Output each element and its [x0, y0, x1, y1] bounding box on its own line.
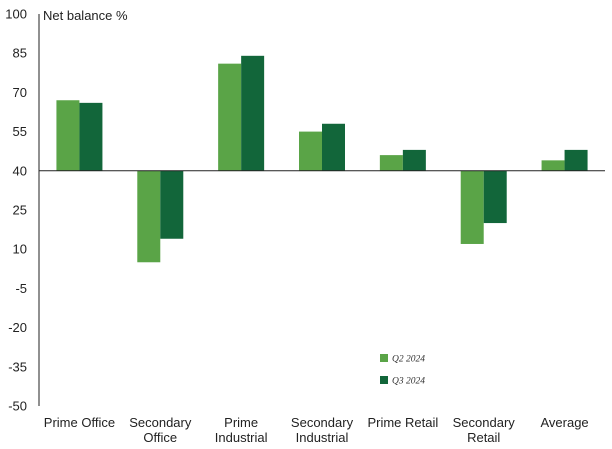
x-tick-label: Industrial	[296, 430, 349, 445]
bar-q2-6	[541, 160, 565, 171]
y-tick-label: -5	[15, 281, 27, 296]
y-tick-label: 10	[13, 242, 27, 257]
bar-q3-2	[241, 55, 265, 171]
bar-q3-4	[402, 149, 426, 171]
bars	[56, 55, 588, 263]
x-tick-label: Prime	[224, 415, 258, 430]
bar-q3-3	[322, 123, 345, 171]
x-tick-label: Prime Retail	[367, 415, 438, 430]
bar-q2-5	[460, 170, 484, 244]
legend-swatch-q2	[380, 354, 388, 362]
bar-q3-5	[483, 170, 507, 224]
y-tick-label: -35	[8, 359, 27, 374]
bar-q3-1	[160, 170, 184, 239]
x-tick-label: Retail	[467, 430, 500, 445]
bar-q3-6	[564, 149, 588, 171]
y-tick-label: 85	[13, 46, 27, 61]
y-tick-label: -50	[8, 399, 27, 414]
bar-q2-2	[218, 63, 242, 171]
x-tick-label: Secondary	[453, 415, 516, 430]
y-tick-label: 40	[13, 163, 27, 178]
legend: Q2 2024 Q3 2024	[380, 354, 425, 387]
x-tick-label: Office	[143, 430, 177, 445]
y-tick-label: 25	[13, 203, 27, 218]
legend-label-q3: Q3 2024	[392, 377, 425, 387]
x-tick-label: Industrial	[215, 430, 268, 445]
bar-q2-4	[379, 155, 403, 171]
x-tick-label: Secondary	[291, 415, 354, 430]
y-ticks: 100 85 70 55 40 25 10 -5 -20 -35 -50	[5, 7, 27, 414]
bar-q2-0	[56, 100, 80, 171]
bar-q3-0	[79, 102, 103, 171]
y-tick-label: -20	[8, 320, 27, 335]
legend-label-q2: Q2 2024	[392, 355, 425, 365]
x-tick-label: Prime Office	[44, 415, 115, 430]
x-tick-label: Average	[540, 415, 588, 430]
x-tick-label: Secondary	[129, 415, 192, 430]
y-axis-label: Net balance %	[43, 8, 128, 23]
y-tick-label: 100	[5, 7, 27, 22]
bar-q2-3	[299, 131, 322, 171]
x-tick-labels: Prime Office SecondaryOfficePrimeIndustri…	[44, 415, 589, 445]
y-tick-label: 55	[13, 124, 27, 139]
legend-swatch-q3	[380, 376, 388, 384]
axes	[38, 14, 605, 406]
bar-q2-1	[137, 170, 161, 263]
y-tick-label: 70	[13, 85, 27, 100]
